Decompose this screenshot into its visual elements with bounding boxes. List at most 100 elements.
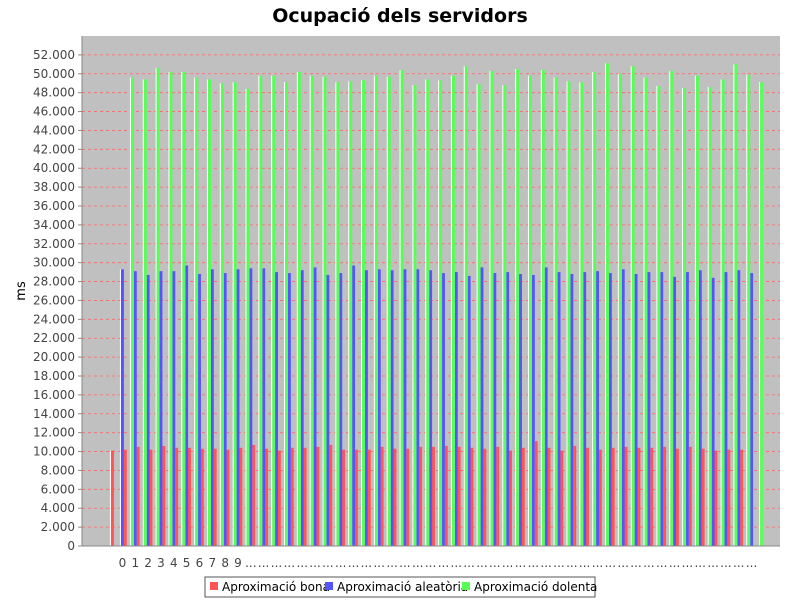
bar bbox=[650, 447, 654, 546]
bar bbox=[544, 267, 548, 546]
legend-label: Aproximació dolenta bbox=[474, 580, 597, 594]
x-tick-label: ... bbox=[463, 556, 474, 570]
bar bbox=[454, 272, 458, 546]
bar bbox=[316, 446, 320, 546]
bar bbox=[621, 269, 625, 546]
y-tick-label: 6.000 bbox=[41, 482, 75, 496]
bar bbox=[390, 270, 394, 546]
bar bbox=[130, 77, 134, 547]
bar bbox=[277, 450, 281, 546]
bar bbox=[172, 271, 176, 546]
bar bbox=[175, 447, 179, 546]
bar bbox=[272, 75, 276, 547]
bar bbox=[303, 447, 307, 546]
bar bbox=[611, 447, 615, 546]
bar bbox=[637, 447, 641, 546]
bar bbox=[606, 63, 609, 547]
x-tick-label: 2 bbox=[144, 556, 152, 570]
y-tick-label: 46.000 bbox=[33, 105, 75, 119]
bar bbox=[483, 448, 487, 546]
bar bbox=[531, 274, 535, 546]
bar bbox=[624, 446, 628, 546]
bar bbox=[496, 446, 500, 546]
bar bbox=[287, 273, 291, 546]
bar bbox=[285, 82, 288, 547]
bar bbox=[557, 272, 561, 546]
x-tick-label: ... bbox=[322, 556, 333, 570]
bar bbox=[400, 70, 404, 546]
x-tick-label: ... bbox=[489, 556, 500, 570]
legend: Aproximació bona Aproximació aleatòria Apr… bbox=[204, 576, 597, 598]
bar bbox=[182, 71, 186, 546]
bar bbox=[644, 77, 648, 547]
bar bbox=[567, 81, 571, 546]
bar bbox=[352, 265, 356, 546]
bar bbox=[426, 79, 430, 546]
bar bbox=[297, 71, 301, 546]
x-tick-label: ... bbox=[592, 556, 603, 570]
x-tick-label: ... bbox=[707, 556, 718, 570]
x-tick-label: ... bbox=[733, 556, 744, 570]
legend-label: Aproximació bona bbox=[222, 580, 330, 594]
x-tick-label: ... bbox=[540, 556, 551, 570]
y-tick-label: 42.000 bbox=[33, 142, 75, 156]
bar bbox=[220, 83, 224, 546]
bar bbox=[380, 446, 384, 546]
y-tick-label: 12.000 bbox=[33, 426, 75, 440]
bar bbox=[521, 447, 525, 546]
legend-box bbox=[204, 576, 596, 598]
bar bbox=[441, 273, 445, 546]
bar bbox=[547, 447, 551, 546]
bar bbox=[724, 272, 728, 546]
x-tick-label: ... bbox=[617, 556, 628, 570]
bar bbox=[403, 269, 407, 546]
x-tick-label: ... bbox=[528, 556, 539, 570]
bar bbox=[120, 269, 124, 546]
bar bbox=[246, 88, 250, 546]
bar bbox=[586, 447, 589, 546]
bar bbox=[300, 270, 304, 546]
bar bbox=[608, 273, 612, 546]
bar bbox=[377, 269, 381, 546]
x-tick-label: ... bbox=[553, 556, 564, 570]
bar bbox=[362, 80, 366, 546]
x-tick-label: ... bbox=[245, 556, 256, 570]
x-tick-label: ... bbox=[605, 556, 616, 570]
bar bbox=[493, 273, 497, 546]
bar bbox=[354, 449, 358, 546]
bar bbox=[683, 87, 687, 546]
bar bbox=[290, 447, 294, 546]
legend-swatch bbox=[462, 582, 470, 590]
x-tick-label: ... bbox=[515, 556, 526, 570]
bar bbox=[701, 448, 705, 546]
x-tick-label: ... bbox=[476, 556, 487, 570]
bar bbox=[185, 265, 189, 546]
bar bbox=[326, 274, 330, 546]
bar bbox=[685, 272, 689, 546]
bar bbox=[457, 446, 461, 546]
bar bbox=[162, 445, 166, 546]
bar bbox=[480, 267, 484, 546]
bar bbox=[740, 449, 744, 546]
bar bbox=[364, 270, 368, 546]
x-tick-label: 1 bbox=[131, 556, 139, 570]
x-tick-label: ... bbox=[386, 556, 397, 570]
x-tick-label: ... bbox=[335, 556, 346, 570]
x-tick-label: 8 bbox=[221, 556, 229, 570]
bar bbox=[688, 446, 692, 546]
bar bbox=[737, 270, 741, 546]
x-tick-label: ... bbox=[682, 556, 693, 570]
bar bbox=[506, 272, 510, 546]
bar bbox=[708, 87, 712, 546]
x-tick-label: 0 bbox=[119, 556, 127, 570]
bar bbox=[714, 450, 718, 546]
bar bbox=[223, 273, 227, 546]
y-tick-label: 18.000 bbox=[33, 369, 75, 383]
bar bbox=[406, 448, 410, 546]
bar bbox=[631, 66, 635, 546]
bar bbox=[490, 70, 494, 546]
bar bbox=[516, 69, 520, 547]
bar bbox=[554, 77, 558, 547]
x-tick-label: ... bbox=[438, 556, 449, 570]
bar bbox=[429, 270, 433, 546]
